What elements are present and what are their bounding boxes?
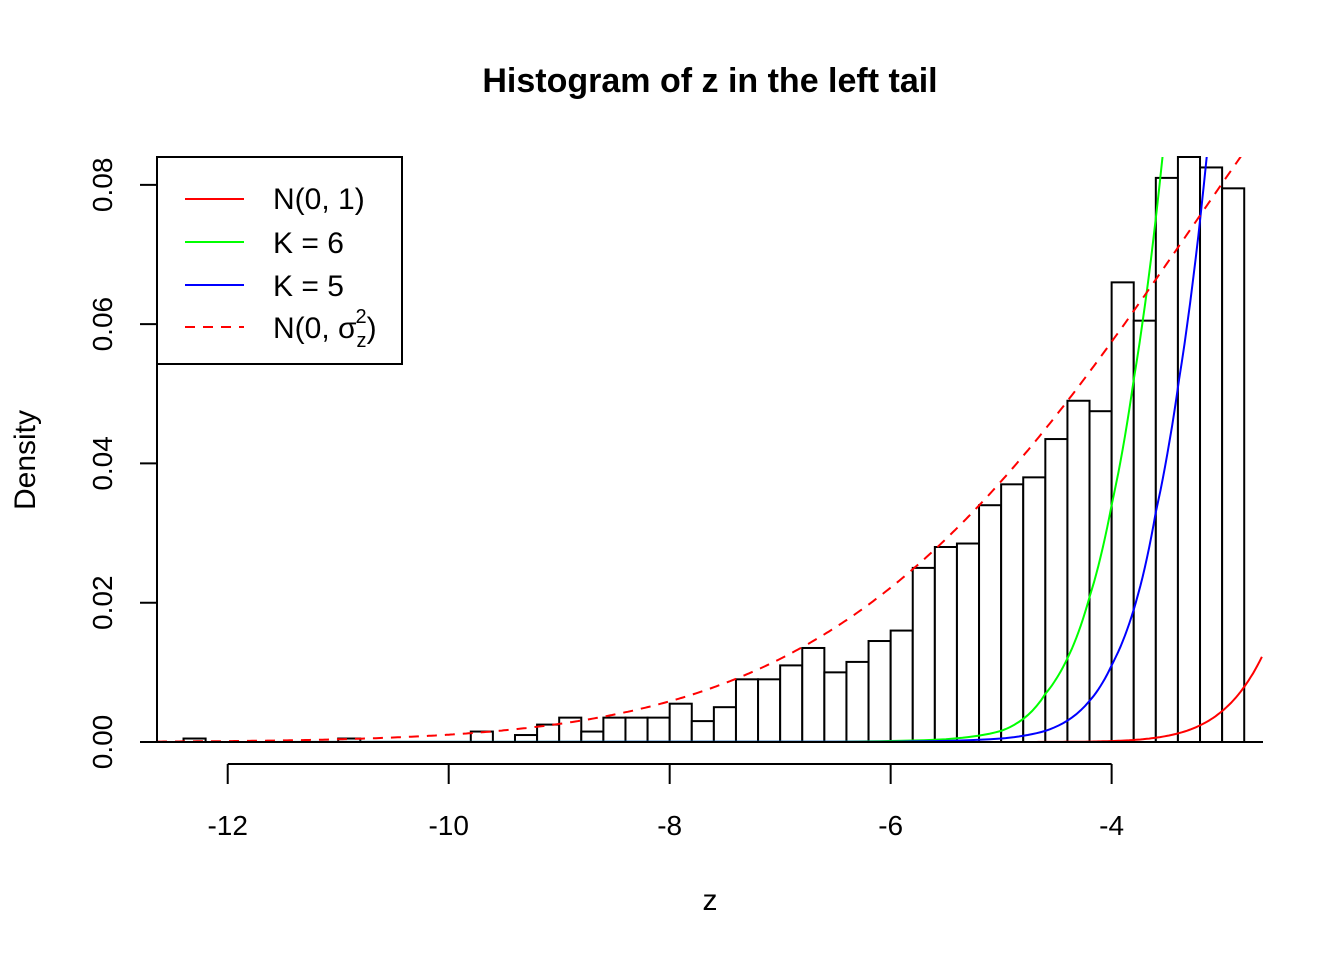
y-tick-label: 0.06 (87, 297, 118, 352)
y-axis-label: Density (9, 410, 42, 510)
legend-label-k5: K = 5 (273, 270, 344, 303)
legend-label-normal-sigma: N(0, σz2) (273, 306, 377, 352)
histogram-bar (911, 566, 936, 744)
x-axis: -12 -10 -8 -6 -4 (207, 763, 1124, 841)
histogram-bar (734, 678, 760, 743)
histogram-bar (646, 716, 671, 743)
y-tick-label: 0.00 (87, 715, 118, 770)
histogram-bar (712, 706, 737, 744)
y-tick-label: 0.02 (87, 575, 118, 630)
histogram-bar (757, 678, 782, 743)
histogram-bar (1088, 410, 1113, 743)
histogram-bar (1044, 438, 1069, 743)
histogram-bar (889, 629, 914, 743)
x-axis-label: z (703, 884, 718, 917)
histogram-bar (955, 542, 981, 744)
histogram-bar (580, 730, 605, 744)
legend-box (156, 156, 403, 365)
chart-title: Histogram of z in the left tail (482, 62, 937, 100)
x-tick-label: -12 (207, 810, 247, 841)
histogram-bar (624, 716, 649, 743)
curve-2 (157, 157, 1208, 743)
x-tick-label: -4 (1099, 810, 1124, 841)
curve-3 (157, 157, 1242, 743)
histogram-bar (1000, 483, 1025, 743)
curve-1 (157, 157, 1164, 743)
legend-label-normal: N(0, 1) (273, 183, 365, 216)
x-tick-label: -6 (878, 810, 903, 841)
y-tick-label: 0.08 (87, 158, 118, 213)
legend: N(0, 1) K = 6 K = 5 N(0, σz2) (156, 156, 403, 365)
histogram-bar (801, 646, 826, 743)
histogram-bars (182, 156, 1246, 744)
histogram-bar (978, 504, 1003, 744)
histogram-bar (933, 546, 958, 743)
y-axis: 0.00 0.02 0.04 0.06 0.08 (87, 158, 157, 770)
histogram-bar (602, 716, 627, 743)
histogram-bar (1110, 281, 1135, 743)
histogram-bar (1022, 476, 1047, 743)
legend-label-k6: K = 6 (273, 227, 344, 260)
histogram-bar (1066, 399, 1091, 743)
histogram-bar (779, 664, 804, 744)
histogram-bar (845, 660, 870, 743)
histogram-bar (668, 702, 693, 743)
histogram-bar (1199, 166, 1224, 744)
histogram-bar (1221, 187, 1246, 743)
histogram-bar (823, 671, 848, 743)
x-tick-label: -10 (428, 810, 468, 841)
histogram-bar (867, 640, 892, 744)
y-tick-label: 0.04 (87, 436, 118, 491)
histogram-bar (690, 720, 715, 743)
x-tick-label: -8 (657, 810, 682, 841)
